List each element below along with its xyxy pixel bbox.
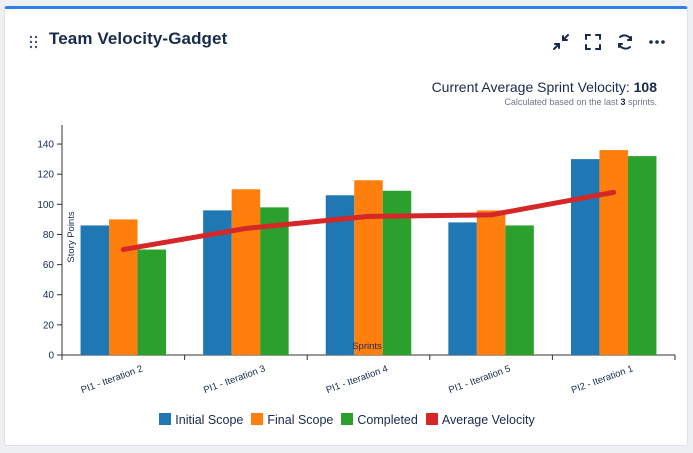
- legend-swatch: [425, 413, 438, 425]
- legend-item[interactable]: Initial Scope: [159, 413, 243, 427]
- x-tick-label: PI2 - Iteration 1: [570, 363, 635, 396]
- y-tick-label: 140: [37, 140, 54, 151]
- bar-initial-scope: [80, 225, 110, 355]
- y-tick-label: 80: [43, 230, 55, 241]
- bar-completed: [260, 207, 289, 355]
- x-tick-label: PI1 - Iteration 2: [80, 363, 145, 396]
- legend-label: Initial Scope: [175, 413, 244, 427]
- x-tick-label: PI1 - Iteration 4: [325, 363, 390, 396]
- x-tick-label: PI1 - Iteration 5: [447, 363, 512, 396]
- bar-final-scope: [476, 210, 506, 355]
- gadget-header: Team Velocity-Gadget: [5, 9, 687, 73]
- legend-item[interactable]: Completed: [341, 413, 418, 427]
- y-tick-label: 0: [48, 351, 54, 362]
- y-tick-label: 60: [43, 260, 55, 271]
- minimize-icon[interactable]: [550, 31, 572, 53]
- velocity-gadget: Team Velocity-Gadget: [4, 6, 688, 446]
- more-icon[interactable]: [646, 31, 668, 53]
- velocity-value: 108: [633, 79, 657, 95]
- fullscreen-icon[interactable]: [582, 31, 604, 53]
- legend-swatch: [159, 413, 172, 425]
- velocity-chart: 0 20 40 60 80 100 120 140 PI1 - Iteration 2 PI1 -…: [37, 125, 676, 396]
- current-average-velocity: Current Average Sprint Velocity: 108: [432, 79, 657, 95]
- bar-initial-scope: [448, 222, 477, 355]
- y-axis-label: Story Points: [66, 211, 77, 262]
- x-tick-label: PI1 - Iteration 3: [202, 363, 267, 396]
- bar-completed: [627, 156, 657, 355]
- note-suffix: sprints.: [625, 97, 657, 107]
- bar-final-scope: [231, 189, 261, 355]
- gadget-title: Team Velocity-Gadget: [49, 29, 228, 48]
- y-tick-label: 20: [43, 320, 55, 331]
- bar-final-scope: [354, 180, 383, 355]
- velocity-label: Current Average Sprint Velocity:: [431, 79, 634, 95]
- note-prefix: Calculated based on the last: [504, 97, 621, 107]
- legend-label: Completed: [357, 413, 418, 427]
- average-velocity-line: [120, 189, 617, 253]
- refresh-icon[interactable]: [614, 31, 636, 53]
- drag-handle-icon[interactable]: [29, 35, 39, 49]
- bar-final-scope: [599, 150, 628, 355]
- legend-item[interactable]: Final Scope: [251, 413, 333, 427]
- note-count: 3: [620, 97, 626, 107]
- bar-initial-scope: [570, 159, 600, 355]
- legend-item[interactable]: Average Velocity: [425, 413, 535, 427]
- bar-final-scope: [109, 219, 138, 355]
- legend-label: Average Velocity: [441, 413, 535, 427]
- y-tick-label: 40: [43, 290, 55, 301]
- legend-label: Final Scope: [267, 413, 334, 427]
- x-axis-label: Sprints: [352, 341, 382, 352]
- y-tick-label: 100: [37, 200, 54, 211]
- legend-swatch: [251, 413, 264, 425]
- y-tick-label: 120: [37, 170, 54, 181]
- bar-completed: [505, 225, 534, 355]
- chart-legend: Initial Scope Final Scope Completed Average…: [5, 413, 689, 427]
- bar-completed: [137, 249, 167, 355]
- legend-swatch: [341, 413, 354, 425]
- velocity-note: Calculated based on the last 3 sprints.: [504, 97, 657, 107]
